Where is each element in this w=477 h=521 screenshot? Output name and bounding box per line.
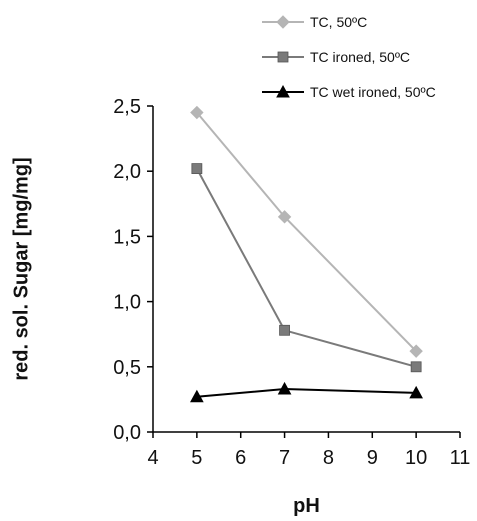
series-1-point [277, 210, 292, 224]
series-2-point [279, 324, 290, 336]
axes [152, 106, 460, 433]
series-3-point [277, 381, 292, 395]
legend-marker [276, 15, 290, 29]
series-1 [190, 105, 423, 358]
legend-label: TC, 50ºC [310, 14, 367, 30]
y-tick-label: 1,0 [113, 292, 141, 314]
y-tick-label: 0,0 [113, 422, 141, 444]
x-tick-label: 8 [323, 447, 334, 469]
series-3-point [190, 389, 204, 403]
y-ticks: 0,0 0,5 1,0 1,5 2,0 2,5 [113, 96, 153, 444]
x-tick-label: 10 [405, 447, 427, 469]
series-1-point [409, 344, 423, 358]
x-axis-title: pH [293, 495, 320, 517]
x-ticks: 4 5 6 7 8 9 10 11 [147, 432, 470, 469]
series-2 [191, 163, 422, 373]
legend-marker [277, 51, 289, 63]
x-tick-label: 4 [147, 447, 158, 469]
series-1-line [196, 111, 417, 352]
series-3-point [409, 385, 423, 399]
legend: TC, 50ºC TC ironed, 50ºC TC wet ironed, 50… [262, 14, 436, 100]
series-3 [190, 381, 423, 403]
series-2-point [191, 163, 203, 174]
series-2-point [410, 361, 422, 373]
y-tick-label: 1,5 [113, 226, 141, 248]
series-layer [190, 105, 423, 403]
legend-label: TC wet ironed, 50ºC [310, 84, 436, 100]
x-tick-label: 9 [367, 447, 378, 469]
series-2-line [195, 168, 417, 368]
x-tick-label: 7 [279, 447, 290, 469]
y-tick-label: 0,5 [113, 357, 141, 379]
legend-entry-3: TC wet ironed, 50ºC [262, 84, 436, 100]
series-1-point [190, 105, 204, 120]
legend-entry-2: TC ironed, 50ºC [262, 49, 410, 65]
series-3-line [196, 387, 417, 398]
legend-label: TC ironed, 50ºC [310, 49, 410, 65]
y-tick-label: 2,0 [113, 161, 141, 183]
x-tick-label: 5 [191, 447, 202, 469]
y-axis-title: red. sol. Sugar [mg/mg] [10, 157, 32, 380]
x-tick-label: 6 [235, 447, 246, 469]
legend-marker [276, 84, 290, 98]
legend-entry-1: TC, 50ºC [262, 14, 367, 30]
x-tick-label: 11 [450, 447, 471, 469]
y-tick-label: 2,5 [113, 96, 141, 118]
